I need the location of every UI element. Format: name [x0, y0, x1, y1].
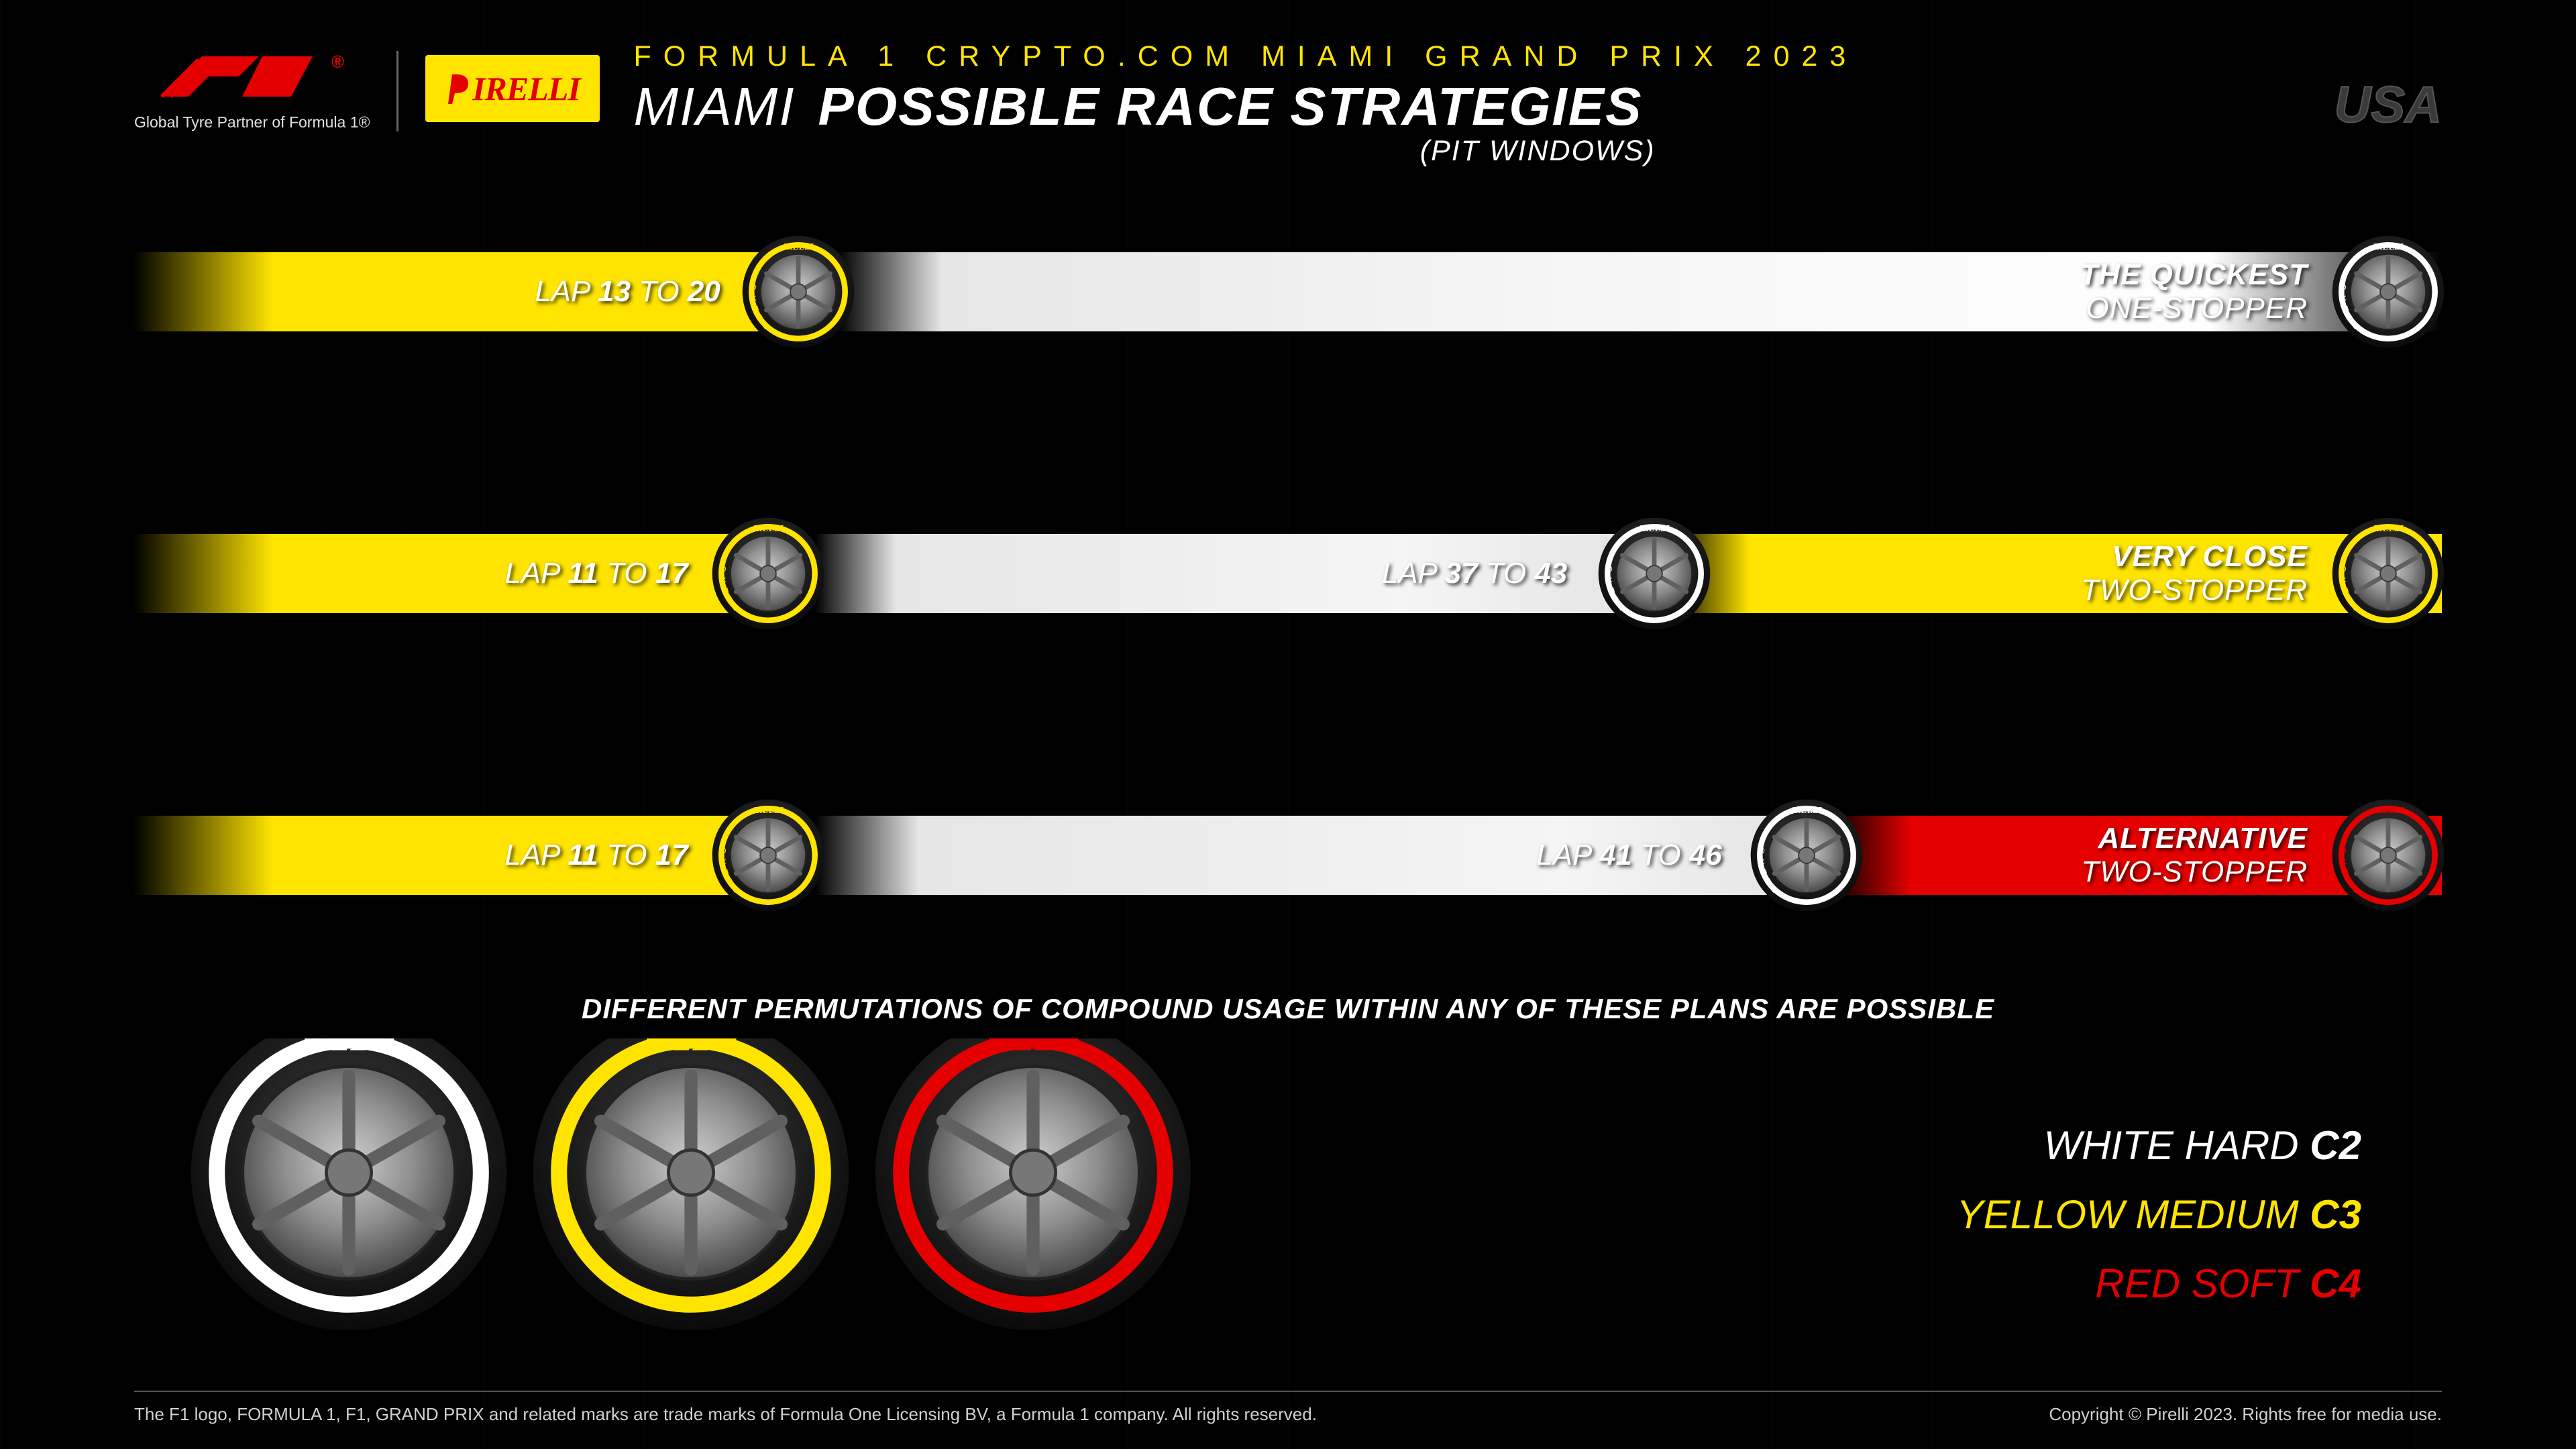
pit-window-label: LAP 37 TO 43 — [1382, 557, 1567, 590]
title-block: FORMULA 1 CRYPTO.COM MIAMI GRAND PRIX 20… — [633, 40, 2442, 168]
title-main: POSSIBLE RACE STRATEGIES — [818, 76, 1643, 138]
strategy-row: THE QUICKEST ONE-STOPPER LAP 13 TO 20 P Z… — [134, 235, 2442, 349]
svg-text:IRELLI: IRELLI — [984, 1038, 1083, 1057]
tyre-icon: P Z E R O IRELLI — [2331, 517, 2445, 631]
legend-hard: WHITE HARD C2 — [1301, 1122, 2361, 1169]
f1-tagline: Global Tyre Partner of Formula 1® — [134, 113, 370, 131]
strategy-name: VERY CLOSE TWO-STOPPER — [2081, 540, 2308, 607]
tyre-icon: P Z E R O IRELLI — [711, 798, 825, 912]
f1-logo: ® Global Tyre Partner of Formula 1® — [134, 46, 370, 131]
svg-text:IRELLI: IRELLI — [642, 1038, 741, 1057]
strategy-name: ALTERNATIVE TWO-STOPPER — [2081, 822, 2308, 889]
tyre-icon: P Z E R O IRELLI — [1597, 517, 1711, 631]
footer-left: The F1 logo, FORMULA 1, F1, GRAND PRIX a… — [134, 1404, 1317, 1425]
pirelli-logo: IRELLI — [425, 55, 600, 122]
subtitle: (PIT WINDOWS) — [633, 135, 2442, 168]
compound-tyre-soft: IRELLI — [872, 1038, 1194, 1334]
svg-text:IRELLI: IRELLI — [2372, 241, 2404, 252]
strategy-list: THE QUICKEST ONE-STOPPER LAP 13 TO 20 P Z… — [134, 235, 2442, 912]
pirelli-wordmark: IRELLI — [472, 69, 580, 108]
svg-text:IRELLI: IRELLI — [1638, 523, 1670, 533]
pit-window-label: LAP 41 TO 46 — [1536, 839, 1721, 872]
strategy-name: THE QUICKEST ONE-STOPPER — [2080, 258, 2308, 325]
svg-text:IRELLI: IRELLI — [2372, 523, 2404, 533]
svg-text:IRELLI: IRELLI — [1790, 805, 1822, 815]
compound-tyre-hard: IRELLI — [188, 1038, 510, 1334]
footer: The F1 logo, FORMULA 1, F1, GRAND PRIX a… — [134, 1391, 2442, 1425]
pirelli-p-icon — [445, 72, 472, 105]
svg-text:®: ® — [331, 52, 344, 72]
tyre-icon: P Z E R O IRELLI — [711, 517, 825, 631]
legend-soft: RED SOFT C4 — [1301, 1260, 2361, 1307]
compound-tyres: IRELLI IRELLI IRELLI — [188, 1038, 1194, 1334]
svg-text:IRELLI: IRELLI — [752, 523, 784, 533]
pit-window-label: LAP 13 TO 20 — [535, 275, 720, 309]
svg-text:IRELLI: IRELLI — [782, 241, 814, 252]
tyre-icon: P Z E R O IRELLI — [2331, 798, 2445, 912]
strategy-row: ALTERNATIVE TWO-STOPPER LAP 11 TO 17 P Z … — [134, 798, 2442, 912]
permutations-note: DIFFERENT PERMUTATIONS OF COMPOUND USAGE… — [134, 993, 2442, 1025]
legend-medium: YELLOW MEDIUM C3 — [1301, 1191, 2361, 1238]
compound-legend: WHITE HARD C2 YELLOW MEDIUM C3 RED SOFT … — [1301, 1122, 2388, 1334]
logo-cluster: ® Global Tyre Partner of Formula 1® IREL… — [134, 40, 600, 131]
strategy-row: VERY CLOSE TWO-STOPPER LAP 11 TO 17 P Z E… — [134, 517, 2442, 631]
title-city: MIAMI — [633, 76, 795, 138]
tyre-icon: P Z E R O IRELLI — [1750, 798, 1864, 912]
tyre-icon: P Z E R O IRELLI — [2331, 235, 2445, 349]
country-code: USA — [2334, 76, 2442, 134]
logo-divider — [396, 51, 398, 131]
svg-text:IRELLI: IRELLI — [752, 805, 784, 815]
compound-tyre-medium: IRELLI — [530, 1038, 852, 1334]
footer-right: Copyright © Pirelli 2023. Rights free fo… — [2049, 1404, 2442, 1425]
pit-window-label: LAP 11 TO 17 — [504, 839, 688, 872]
header: ® Global Tyre Partner of Formula 1® IREL… — [134, 40, 2442, 168]
event-name: FORMULA 1 CRYPTO.COM MIAMI GRAND PRIX 20… — [633, 40, 2442, 73]
svg-text:IRELLI: IRELLI — [300, 1038, 398, 1057]
pit-window-label: LAP 11 TO 17 — [504, 557, 688, 590]
tyre-icon: P Z E R O IRELLI — [741, 235, 855, 349]
f1-logo-mark: ® — [158, 46, 346, 107]
svg-text:IRELLI: IRELLI — [2372, 805, 2404, 815]
compound-legend-block: IRELLI IRELLI IRELLI WHITE HARD C2 YELLO… — [134, 1038, 2442, 1334]
